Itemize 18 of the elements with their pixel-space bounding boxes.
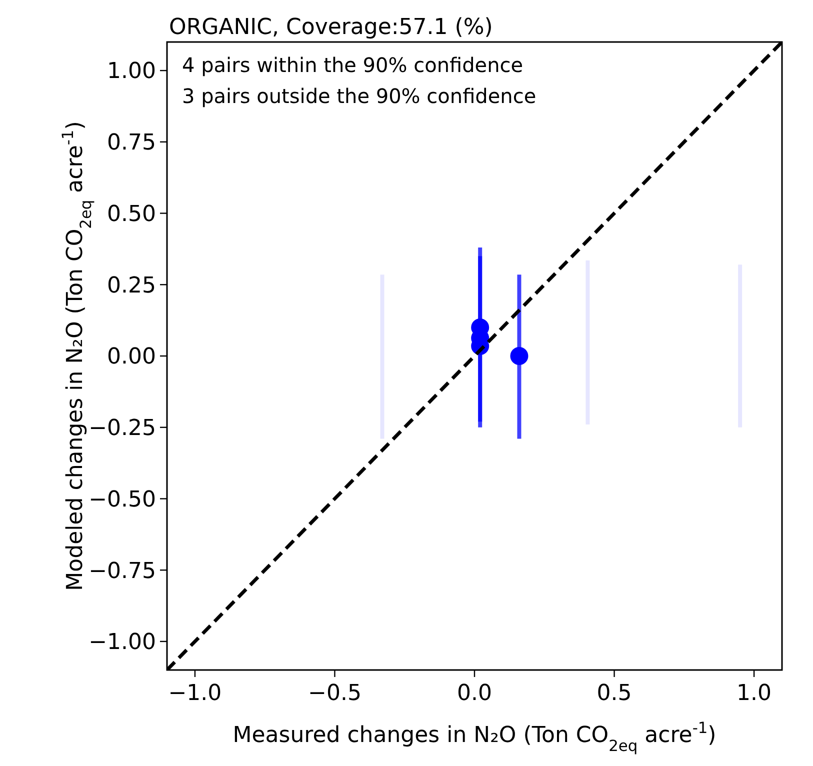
x-tick-label: 0.5 — [596, 681, 632, 706]
chart-title: ORGANIC, Coverage:57.1 (%) — [169, 15, 493, 40]
y-tick-label: −0.25 — [88, 416, 156, 442]
y-tick-label: −1.00 — [88, 630, 156, 656]
y-tick-label: 0.75 — [107, 130, 156, 156]
y-tick-label: −0.50 — [88, 487, 156, 512]
x-tick-label: 1.0 — [736, 681, 772, 706]
x-tick-label: 0.0 — [457, 681, 492, 706]
x-axis-title: Measured changes in N₂O (Ton CO$_{2eq}$ acre$^{-1}$) — [232, 719, 716, 755]
x-tick-label: −1.0 — [168, 681, 222, 706]
annotation: 3 pairs outside the 90% confidence — [182, 84, 536, 108]
y-tick-label: 0.00 — [107, 344, 156, 370]
y-tick-label: 0.50 — [107, 202, 156, 227]
annotation: 4 pairs within the 90% confidence — [182, 53, 524, 77]
x-tick-label: −0.5 — [308, 681, 362, 706]
y-tick-label: 1.00 — [107, 59, 156, 84]
y-tick-label: 0.25 — [107, 273, 156, 298]
y-tick-label: −0.75 — [88, 558, 156, 584]
